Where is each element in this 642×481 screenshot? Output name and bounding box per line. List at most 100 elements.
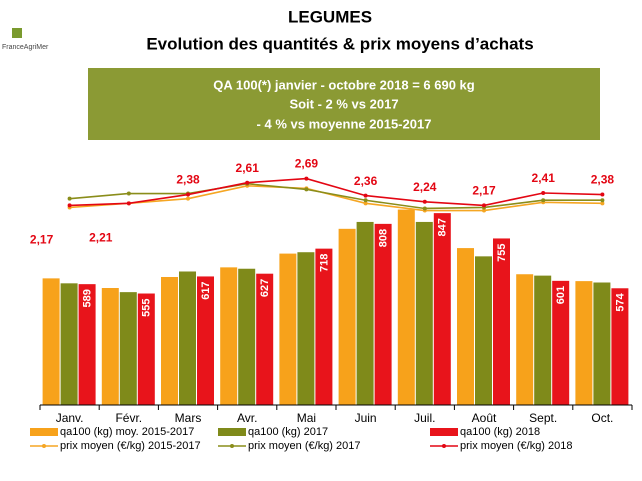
data-label: 2,17	[30, 233, 54, 247]
summary-box	[88, 68, 600, 140]
data-label: 755	[496, 243, 508, 261]
legend-swatch	[30, 428, 58, 436]
x-tick-label: Févr.	[115, 411, 142, 425]
data-label: 2,21	[89, 230, 113, 244]
x-tick-label: Janv.	[56, 411, 84, 425]
bar	[534, 275, 552, 405]
data-label: 808	[378, 229, 390, 247]
bar	[593, 282, 611, 405]
bar	[575, 281, 593, 405]
bar	[220, 267, 238, 405]
bar	[315, 248, 333, 405]
x-tick-label: Oct.	[591, 411, 613, 425]
line	[69, 184, 603, 212]
x-tick-label: Juin	[355, 411, 377, 425]
bar	[374, 223, 392, 405]
line-marker	[600, 201, 605, 206]
bar	[101, 288, 119, 405]
logo-icon	[12, 28, 22, 38]
data-label: 2,69	[295, 157, 319, 171]
line-marker	[186, 192, 190, 197]
x-tick-label: Juil.	[414, 411, 435, 425]
x-tick-label: Mai	[297, 411, 316, 425]
line-marker	[422, 206, 427, 211]
line-marker	[304, 176, 309, 181]
bar	[338, 228, 356, 405]
bar	[238, 268, 256, 405]
line-marker	[541, 198, 546, 203]
bar	[256, 273, 274, 405]
bar	[552, 280, 570, 405]
line-marker	[126, 201, 131, 206]
line-marker	[482, 203, 486, 208]
bar	[493, 238, 510, 405]
bar	[197, 276, 214, 405]
bar	[42, 278, 60, 405]
legend-marker	[42, 444, 46, 448]
line-marker	[67, 203, 72, 208]
bar	[516, 274, 534, 405]
line	[69, 177, 603, 207]
legend-label: prix moyen (€/kg) 2015-2017	[60, 440, 201, 452]
data-label: 601	[555, 286, 567, 304]
legend-label: qa100 (kg) 2018	[460, 426, 540, 438]
line-marker	[304, 187, 309, 192]
annotation: - 4 % vs moyenne 2015-2017	[257, 116, 432, 131]
bar	[179, 271, 196, 405]
line-marker	[541, 191, 546, 196]
bar	[457, 248, 474, 405]
data-label: 2,61	[236, 161, 260, 175]
legend-label: qa100 (kg) moy. 2015-2017	[60, 426, 194, 438]
x-tick-label: Mars	[175, 411, 202, 425]
line-marker	[600, 192, 605, 197]
chart-title: LEGUMES	[288, 7, 372, 26]
line-marker	[186, 196, 190, 201]
data-label: 574	[614, 292, 626, 311]
line-marker	[363, 198, 368, 203]
data-label: 718	[318, 254, 330, 272]
data-label: 555	[141, 299, 153, 317]
bar	[397, 209, 415, 405]
line-marker	[363, 201, 368, 206]
legend-label: prix moyen (€/kg) 2017	[248, 440, 361, 452]
line-marker	[363, 193, 368, 198]
legend-label: prix moyen (€/kg) 2018	[460, 440, 573, 452]
line-marker	[600, 198, 605, 203]
legend-swatch	[218, 428, 246, 436]
data-label: 2,41	[532, 171, 556, 185]
x-tick-label: Avr.	[237, 411, 257, 425]
data-label: 2,38	[176, 173, 200, 187]
data-label: 2,36	[354, 174, 378, 188]
bar	[60, 283, 78, 405]
bar	[475, 256, 492, 405]
bar	[279, 253, 297, 405]
bar	[611, 288, 629, 405]
bar	[433, 213, 451, 405]
x-tick-label: Août	[472, 411, 497, 425]
x-tick-label: Sept.	[529, 411, 557, 425]
data-label: 589	[82, 289, 94, 307]
legend-label: qa100 (kg) 2017	[248, 426, 328, 438]
annotation: QA 100(*) janvier - octobre 2018 = 6 690…	[213, 77, 475, 92]
legend-swatch	[430, 428, 458, 436]
line-marker	[126, 191, 131, 196]
bar	[297, 252, 315, 405]
data-label: 617	[200, 281, 212, 299]
legend-marker	[442, 444, 446, 448]
bar	[137, 293, 155, 405]
line-marker	[482, 208, 486, 213]
bar	[415, 221, 433, 405]
line-marker	[67, 196, 72, 201]
legend-marker	[230, 444, 234, 448]
logo: FranceAgriMer	[2, 44, 49, 51]
line-marker	[245, 180, 250, 185]
line-marker	[422, 199, 427, 204]
line	[69, 182, 603, 210]
data-label: 2,24	[413, 180, 437, 194]
data-label: 847	[437, 218, 449, 236]
data-label: 627	[259, 279, 271, 297]
bar	[356, 221, 374, 405]
data-label: 2,17	[472, 184, 496, 198]
bar	[78, 284, 96, 405]
